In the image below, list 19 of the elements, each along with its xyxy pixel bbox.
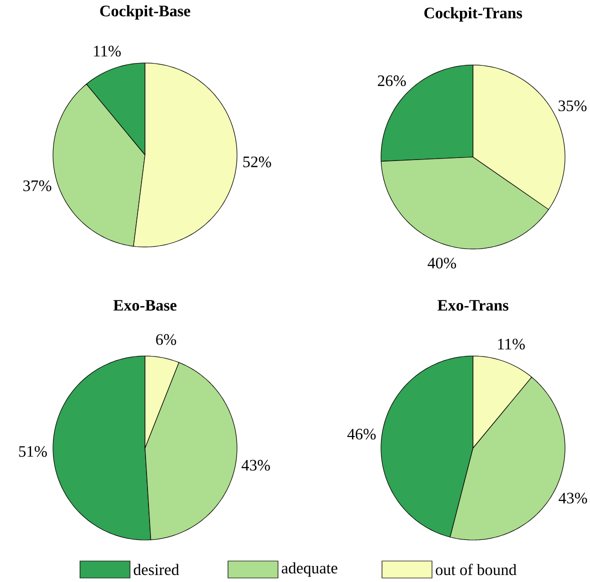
- legend-label: desired: [134, 564, 180, 576]
- legend-label: adequate: [282, 562, 338, 577]
- data-label: 26%: [378, 75, 406, 86]
- legend-label: out of bound: [436, 564, 516, 576]
- data-label: 11%: [498, 338, 525, 350]
- data-label: 43%: [242, 460, 270, 471]
- chart-title: Cockpit-Base: [100, 5, 190, 20]
- data-label: 46%: [347, 428, 376, 440]
- data-label: 35%: [558, 100, 587, 112]
- chart-title: Cockpit-Trans: [424, 7, 522, 22]
- data-label: 40%: [428, 258, 456, 268]
- data-label: 52%: [243, 156, 272, 168]
- data-label: 37%: [23, 180, 52, 192]
- chart-title: Exo-Trans: [438, 300, 508, 311]
- data-label: 11%: [94, 46, 121, 57]
- chart-title: Exo-Base: [113, 300, 176, 311]
- data-label: 6%: [156, 334, 176, 345]
- data-label: 51%: [19, 446, 47, 457]
- data-label: 43%: [558, 492, 588, 504]
